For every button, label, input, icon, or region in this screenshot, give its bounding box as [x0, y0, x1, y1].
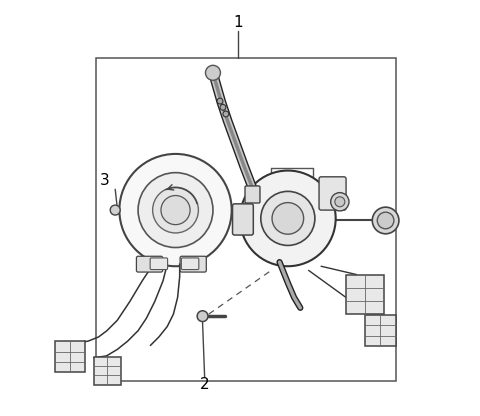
Circle shape: [261, 191, 315, 245]
Circle shape: [138, 173, 213, 248]
Circle shape: [153, 187, 198, 233]
FancyBboxPatch shape: [245, 186, 260, 203]
Text: 1: 1: [233, 15, 243, 30]
FancyBboxPatch shape: [136, 256, 163, 272]
Text: 2: 2: [200, 377, 209, 392]
FancyBboxPatch shape: [232, 204, 253, 235]
FancyBboxPatch shape: [150, 258, 168, 270]
FancyBboxPatch shape: [180, 256, 206, 272]
Circle shape: [272, 203, 304, 234]
Circle shape: [220, 104, 226, 110]
Circle shape: [120, 154, 232, 266]
FancyBboxPatch shape: [319, 177, 346, 210]
Circle shape: [161, 196, 190, 225]
Circle shape: [223, 111, 229, 117]
Circle shape: [110, 205, 120, 215]
FancyBboxPatch shape: [94, 357, 120, 385]
Circle shape: [205, 65, 220, 80]
FancyBboxPatch shape: [365, 315, 396, 346]
Circle shape: [377, 212, 394, 229]
FancyBboxPatch shape: [346, 275, 384, 314]
Circle shape: [331, 193, 349, 211]
Text: 3: 3: [100, 173, 109, 188]
Circle shape: [335, 197, 345, 207]
Circle shape: [372, 207, 399, 234]
Circle shape: [197, 311, 208, 322]
FancyBboxPatch shape: [55, 341, 85, 372]
Circle shape: [240, 171, 336, 266]
FancyBboxPatch shape: [181, 258, 199, 270]
Circle shape: [217, 98, 223, 104]
Bar: [96, 58, 396, 381]
